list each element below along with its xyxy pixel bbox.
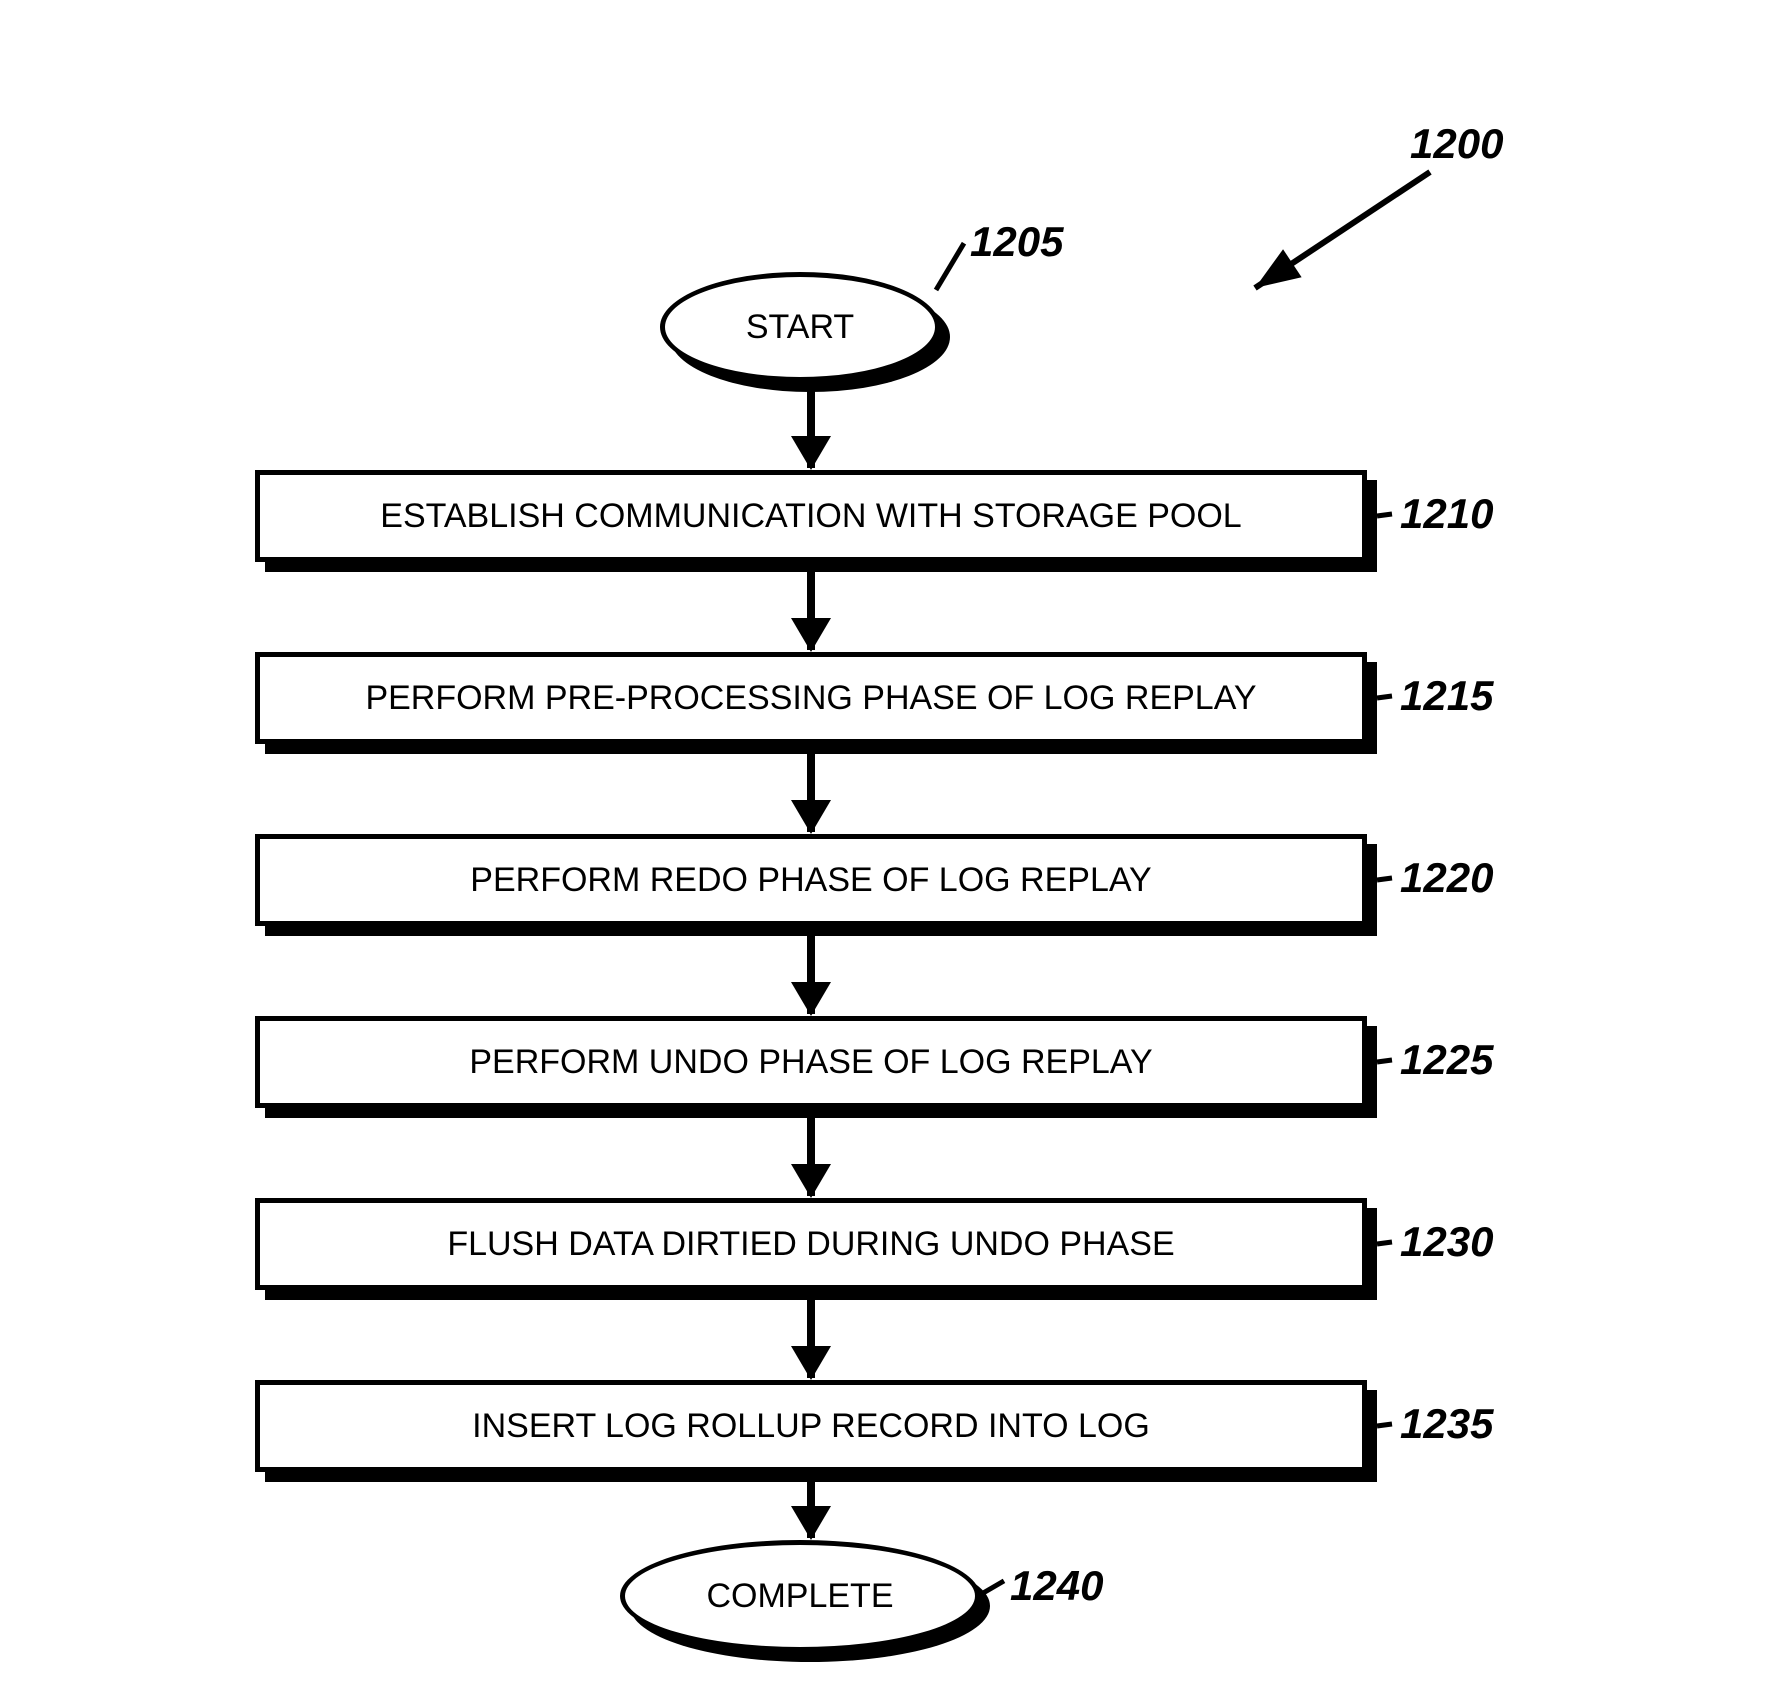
- process-step-2: PERFORM PRE-PROCESSING PHASE OF LOG REPL…: [255, 652, 1367, 744]
- process-step-4-text: PERFORM UNDO PHASE OF LOG REPLAY: [469, 1043, 1152, 1082]
- ref-label-1220: 1220: [1400, 854, 1493, 902]
- terminal-complete-text: COMPLETE: [706, 1577, 893, 1616]
- process-step-6: INSERT LOG ROLLUP RECORD INTO LOG: [255, 1380, 1367, 1472]
- terminal-start: START: [660, 272, 940, 382]
- process-step-5-text: FLUSH DATA DIRTIED DURING UNDO PHASE: [447, 1225, 1174, 1264]
- ref-label-1230: 1230: [1400, 1218, 1493, 1266]
- terminal-start-text: START: [746, 308, 854, 347]
- process-step-3: PERFORM REDO PHASE OF LOG REPLAY: [255, 834, 1367, 926]
- process-step-1: ESTABLISH COMMUNICATION WITH STORAGE POO…: [255, 470, 1367, 562]
- process-step-5: FLUSH DATA DIRTIED DURING UNDO PHASE: [255, 1198, 1367, 1290]
- ref-label-1240: 1240: [1010, 1562, 1103, 1610]
- figure-ref-label: 1200: [1410, 120, 1503, 168]
- flowchart-canvas: START 1205 COMPLETE 1240 ESTABLISH COMMUNICA…: [0, 0, 1791, 1688]
- process-step-6-text: INSERT LOG ROLLUP RECORD INTO LOG: [472, 1407, 1150, 1446]
- terminal-complete: COMPLETE: [620, 1540, 980, 1652]
- ref-label-1215: 1215: [1400, 672, 1493, 720]
- ref-label-1205: 1205: [970, 218, 1063, 266]
- process-step-1-text: ESTABLISH COMMUNICATION WITH STORAGE POO…: [380, 497, 1241, 536]
- ref-label-1225: 1225: [1400, 1036, 1493, 1084]
- process-step-2-text: PERFORM PRE-PROCESSING PHASE OF LOG REPL…: [365, 679, 1256, 718]
- process-step-3-text: PERFORM REDO PHASE OF LOG REPLAY: [470, 861, 1151, 900]
- ref-label-1235: 1235: [1400, 1400, 1493, 1448]
- ref-label-1210: 1210: [1400, 490, 1493, 538]
- process-step-4: PERFORM UNDO PHASE OF LOG REPLAY: [255, 1016, 1367, 1108]
